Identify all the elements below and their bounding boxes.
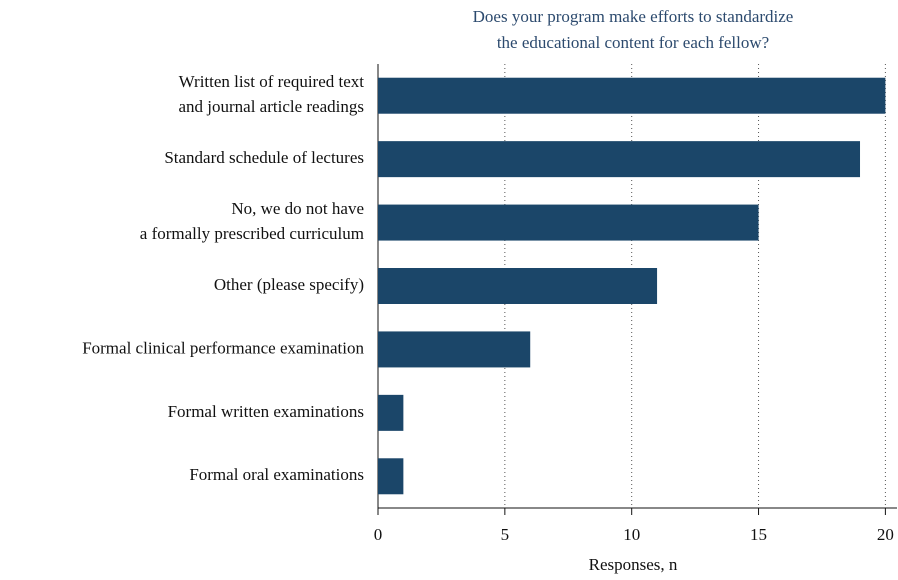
y-tick-label: and journal article readings (178, 97, 364, 116)
x-tick-label: 10 (623, 525, 640, 544)
x-tick-label: 15 (750, 525, 767, 544)
bar (378, 331, 531, 368)
bar (378, 77, 886, 114)
y-tick-label: Formal clinical performance examination (82, 338, 364, 357)
bar (378, 394, 404, 431)
y-tick-label: Formal oral examinations (189, 465, 364, 484)
chart-title: the educational content for each fellow? (497, 33, 769, 52)
y-tick-label: No, we do not have (231, 199, 364, 218)
x-tick-label: 5 (501, 525, 510, 544)
y-tick-label: Written list of required text (179, 72, 365, 91)
x-tick-label: 0 (374, 525, 383, 544)
bar (378, 458, 404, 495)
y-tick-label: a formally prescribed curriculum (140, 224, 364, 243)
chart-title: Does your program make efforts to standa… (473, 7, 794, 26)
bar (378, 204, 759, 241)
x-tick-label: 20 (877, 525, 894, 544)
bar (378, 141, 861, 178)
y-tick-label: Formal written examinations (168, 402, 364, 421)
x-axis-label: Responses, n (589, 555, 678, 574)
y-tick-label: Other (please specify) (214, 275, 364, 294)
y-tick-label: Standard schedule of lectures (164, 148, 364, 167)
bar (378, 268, 658, 304)
